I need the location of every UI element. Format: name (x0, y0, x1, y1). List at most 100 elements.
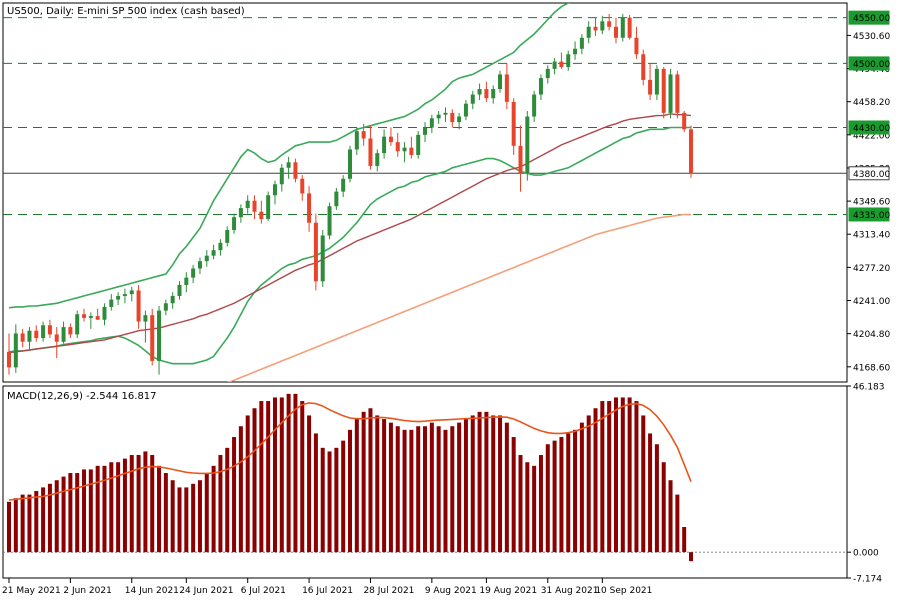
candle (334, 187, 339, 210)
candle-body (675, 74, 680, 113)
macd-histogram-bar (75, 473, 80, 553)
bollinger-lower-line (8, 126, 691, 365)
level-marker-box (848, 120, 890, 135)
candle-body (61, 327, 66, 342)
candle-body (143, 315, 148, 322)
candle (382, 129, 387, 159)
candle-body (34, 330, 39, 339)
candle (27, 327, 32, 350)
macd-histogram-bar (675, 494, 680, 553)
date-axis-label: 9 Aug 2021 (425, 586, 477, 596)
candle (470, 90, 475, 110)
macd-histogram-bar (20, 494, 25, 553)
macd-histogram-bar (538, 455, 543, 553)
candle-body (559, 61, 564, 68)
candle (368, 125, 373, 170)
candle-body (157, 310, 162, 361)
macd-histogram-bar (689, 552, 693, 562)
price-axis-label: 4241.00 (853, 297, 890, 307)
candle-body (593, 26, 598, 31)
candle (88, 312, 93, 329)
macd-histogram-bar (552, 440, 557, 553)
candle (375, 149, 380, 172)
macd-histogram-bar (423, 426, 428, 553)
candle-body (538, 78, 543, 95)
candle (232, 213, 237, 234)
macd-axis-label: 46.183 (853, 383, 885, 393)
candle-body (41, 325, 46, 339)
macd-histogram-bar (266, 401, 271, 553)
candle (286, 156, 291, 179)
candle-body (573, 48, 578, 55)
candle-body (450, 112, 455, 123)
macd-histogram-bar (116, 462, 121, 553)
candle (82, 308, 87, 322)
macd-histogram-bar (429, 422, 434, 553)
candle (54, 327, 59, 359)
candle (586, 21, 591, 44)
macd-histogram-bar (157, 465, 162, 553)
candle (682, 111, 687, 133)
candle-body (668, 74, 673, 113)
macd-histogram-bar (129, 455, 134, 553)
candle (218, 239, 223, 256)
macd-histogram-bar (41, 487, 46, 553)
candle (675, 70, 680, 119)
macd-histogram-bar (47, 483, 52, 553)
candle-body (491, 89, 496, 99)
date-axis-label: 19 Aug 2021 (479, 586, 537, 596)
candle-body (429, 118, 434, 128)
date-axis-label: 28 Jul 2021 (363, 586, 414, 596)
candle (75, 310, 80, 339)
macd-histogram-bar (307, 415, 312, 553)
candle-body (313, 222, 318, 282)
date-axis-label: 21 May 2021 (2, 586, 61, 596)
price-axis-label: 4422.00 (853, 131, 890, 141)
macd-histogram-bar (232, 437, 237, 553)
candle-body (211, 250, 216, 256)
macd-histogram-bar (286, 393, 291, 553)
candle (402, 142, 407, 163)
candle-body (293, 162, 298, 179)
candle (532, 90, 537, 123)
date-axis-label: 24 Jun 2021 (179, 586, 233, 596)
candle-body (218, 242, 223, 251)
bollinger-upper-line (8, 3, 570, 309)
macd-histogram-bar (395, 426, 400, 553)
candle (109, 294, 114, 311)
candle (511, 98, 516, 155)
candle (245, 195, 250, 214)
candle (552, 57, 557, 75)
candle-body (272, 184, 277, 196)
macd-histogram-bar (607, 401, 612, 553)
candle (95, 308, 100, 320)
candle (102, 303, 107, 326)
candle (47, 319, 52, 339)
level-marker-label: 4335.00 (853, 211, 890, 221)
candle (491, 85, 496, 104)
macd-histogram-bar (661, 462, 666, 553)
macd-histogram-bar (313, 433, 318, 553)
level-marker-label: 4380.00 (853, 170, 890, 180)
candle (307, 186, 312, 232)
candle (341, 175, 346, 198)
macd-histogram-bar (300, 401, 305, 553)
candle (122, 288, 127, 304)
date-axis-label: 16 Jul 2021 (302, 586, 353, 596)
candle-body (409, 147, 414, 155)
candle-body (348, 149, 352, 179)
macd-histogram-bar (238, 426, 243, 553)
macd-histogram-bar (184, 487, 189, 553)
candle-body (252, 200, 257, 212)
long-moving-average (227, 213, 691, 382)
candle (423, 122, 428, 143)
candle-body (68, 327, 73, 335)
macd-histogram-bar (163, 473, 168, 553)
candle-body (88, 316, 93, 318)
candle (204, 250, 209, 267)
macd-histogram-bar (252, 408, 257, 553)
macd-histogram-bar (463, 419, 468, 553)
candle-body (307, 193, 312, 223)
macd-histogram-bar (218, 455, 223, 553)
macd-histogram-bar (682, 526, 687, 553)
